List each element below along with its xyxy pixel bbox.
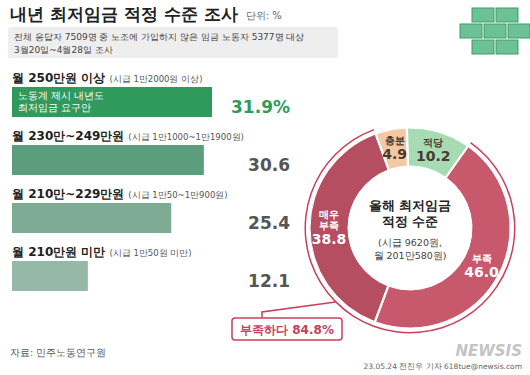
decor-block (496, 8, 518, 22)
decor-block (460, 24, 482, 38)
bar (12, 203, 171, 233)
slice-label: 적당 (423, 137, 443, 148)
pie-subtitle: 월 201만580원) (374, 250, 447, 261)
data-label: 30.6 (248, 155, 290, 175)
pie-slices (310, 128, 510, 328)
slice (310, 134, 388, 321)
slice-label: 매우부족 (319, 209, 339, 231)
subtitle-box (8, 27, 338, 58)
pie-title: 적정 수준 (382, 214, 439, 229)
category-note: (시급 1만50~1만900원) (128, 190, 227, 200)
subtitle: 3월20일~4월28일 조사 (14, 45, 113, 55)
logo: NEWSIS (455, 342, 522, 360)
data-label: 4.9 (382, 146, 407, 162)
callout-box (232, 318, 342, 340)
category-note: (시급 1만50원 미만) (109, 248, 191, 258)
pie-title: 올해 최저임금 (369, 198, 452, 213)
source: 자료: 민주노동연구원 (10, 347, 106, 358)
chart-root: 내년 최저임금 적정 수준 조사 단위: % 전체 응답자 7509명 중 노조에 … (0, 0, 530, 375)
bar (12, 261, 88, 291)
title: 내년 최저임금 적정 수준 조사 (10, 4, 238, 24)
data-label: 31.9% (231, 97, 290, 117)
data-label: 12.1 (248, 271, 290, 291)
category-label: 월 210만원 미만 (12, 245, 105, 259)
category-note: (시급 1만1000~1만1900원) (128, 132, 244, 142)
decor-block (508, 24, 530, 38)
data-label: 38.8 (312, 231, 347, 247)
annotation: 최저임금 요구안 (18, 102, 91, 113)
bar-marks (12, 87, 212, 291)
callout-text: 부족하다 84.8% (240, 323, 334, 337)
credit: 23.05.24 전진우 기자 618tue@newsis.com (364, 362, 522, 371)
callout-line (262, 302, 336, 318)
data-label: 25.4 (248, 213, 290, 233)
category-label: 월 250만원 이상 (12, 71, 105, 85)
bar (12, 87, 212, 117)
category-label: 월 230만~249만원 (12, 129, 124, 143)
slice-label: 부족 (472, 253, 492, 264)
callout-arc (304, 129, 515, 334)
category-label: 월 210만~229만원 (12, 187, 124, 201)
pie-subtitle: (시급 9620원, (378, 237, 442, 248)
annotation: 노동계 제시 내년도 (18, 90, 104, 101)
unit: 단위: % (246, 10, 282, 21)
decor (460, 8, 530, 54)
data-label: 10.2 (416, 148, 451, 164)
decor-block (484, 24, 506, 38)
slice (376, 147, 510, 328)
bar (12, 145, 204, 175)
pie: 충분4.9 적당10.2 부족46.0 매우부족38.8 올해 최저임금적정 수준 (시급… (304, 128, 515, 333)
slice-label: 충분 (385, 135, 405, 146)
pie-labels: 충분4.9 적당10.2 부족46.0 매우부족38.8 (312, 135, 499, 279)
subtitle: 전체 응답자 7509명 중 노조에 가입하지 않은 임금 노동자 5377명 … (14, 32, 304, 42)
decor-block (496, 40, 518, 54)
decor-block (472, 8, 494, 22)
decor-block (472, 40, 494, 54)
bar-labels: 월 250만원 이상 (시급 1만2000원 이상) 31.9% 월 230만~249… (12, 71, 290, 291)
data-label: 46.0 (464, 264, 499, 280)
category-note: (시급 1만2000원 이상) (109, 74, 202, 84)
